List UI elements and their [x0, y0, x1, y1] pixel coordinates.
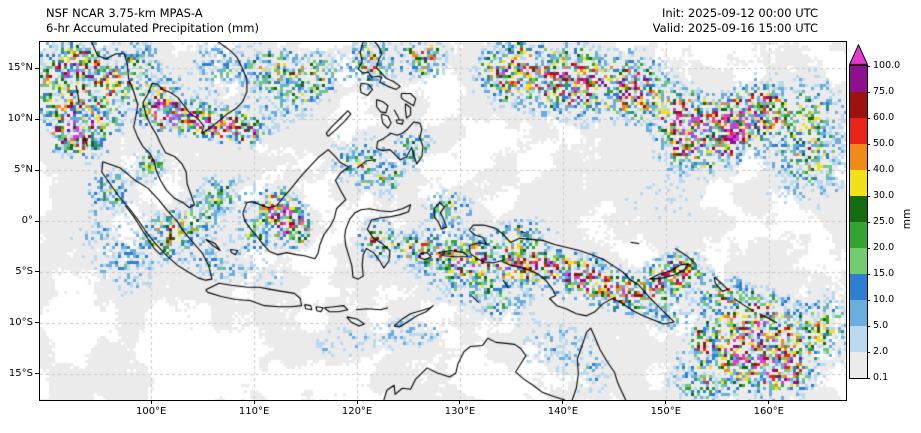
- plot-titles: NSF NCAR 3.75-km MPAS-A 6-hr Accumulated…: [46, 6, 259, 36]
- colorbar-arrow-shape: [849, 44, 868, 65]
- colorbar-tick-mark: [867, 195, 870, 197]
- y-tick-label: 15°S: [8, 367, 33, 379]
- y-tick-mark: [35, 373, 39, 375]
- x-tick-mark: [356, 400, 358, 404]
- valid-time-label: Valid: 2025-09-16 15:00 UTC: [652, 21, 818, 35]
- y-tick-mark: [35, 67, 39, 69]
- colorbar-segment: [850, 196, 867, 222]
- y-tick-label: 5°N: [14, 164, 33, 175]
- x-tick-mark: [253, 400, 255, 404]
- x-tick-label: 130°E: [444, 406, 476, 417]
- init-time-label: Init: 2025-09-12 00:00 UTC: [662, 6, 818, 20]
- y-tick-label: 10°S: [8, 316, 33, 328]
- colorbar-tick-mark: [867, 169, 870, 171]
- colorbar-segment: [850, 300, 867, 326]
- y-tick-label: 5°S: [15, 265, 33, 277]
- colorbar-over-arrow: [849, 44, 868, 65]
- precipitation-map-canvas: [40, 42, 846, 400]
- colorbar-segment: [850, 352, 867, 378]
- colorbar-tick-label: 0.1: [873, 372, 889, 383]
- colorbar-tick-label: 30.0: [873, 190, 895, 201]
- colorbar-tick-label: 25.0: [873, 216, 895, 227]
- y-tick-mark: [35, 220, 39, 222]
- colorbar-tick-mark: [867, 273, 870, 275]
- colorbar-segment: [850, 326, 867, 352]
- colorbar-segment: [850, 144, 867, 170]
- colorbar-tick-label: 5.0: [873, 320, 889, 331]
- colorbar-segment: [850, 170, 867, 196]
- colorbar-tick-mark: [867, 377, 870, 379]
- run-info: Init: 2025-09-12 00:00 UTC Valid: 2025-0…: [653, 6, 818, 36]
- colorbar-tick-mark: [867, 65, 870, 67]
- colorbar-tick-mark: [867, 117, 870, 119]
- model-title: NSF NCAR 3.75-km MPAS-A: [46, 6, 203, 20]
- colorbar-segment: [850, 92, 867, 118]
- y-tick-mark: [35, 118, 39, 120]
- x-tick-mark: [562, 400, 564, 404]
- y-tick-label: 0°: [21, 215, 33, 226]
- colorbar-segment: [850, 248, 867, 274]
- x-tick-mark: [665, 400, 667, 404]
- y-tick-mark: [35, 271, 39, 273]
- colorbar-tick-label: 2.0: [873, 346, 889, 357]
- y-tick-label: 15°N: [7, 62, 33, 73]
- colorbar-tick-mark: [867, 247, 870, 249]
- colorbar-tick-mark: [867, 299, 870, 301]
- x-tick-label: 140°E: [547, 406, 579, 417]
- colorbar-tick-label: 60.0: [873, 112, 895, 123]
- x-tick-mark: [768, 400, 770, 404]
- x-tick-label: 100°E: [135, 406, 167, 417]
- colorbar-tick-label: 20.0: [873, 242, 895, 253]
- colorbar-tick-label: 100.0: [873, 60, 901, 71]
- colorbar-segment: [850, 222, 867, 248]
- colorbar-segment: [850, 118, 867, 144]
- colorbar-units-label: mm: [901, 208, 914, 230]
- colorbar-tick-mark: [867, 221, 870, 223]
- colorbar-tick-mark: [867, 325, 870, 327]
- colorbar-segment: [850, 274, 867, 300]
- y-tick-mark: [35, 169, 39, 171]
- colorbar-tick-mark: [867, 143, 870, 145]
- colorbar-bar: [849, 65, 868, 379]
- y-tick-mark: [35, 322, 39, 324]
- map-frame: [39, 41, 847, 401]
- colorbar-tick-label: 75.0: [873, 86, 895, 97]
- colorbar-tick-label: 10.0: [873, 294, 895, 305]
- colorbar-segment: [850, 66, 867, 92]
- x-tick-mark: [150, 400, 152, 404]
- colorbar-tick-label: 50.0: [873, 138, 895, 149]
- colorbar-tick-label: 40.0: [873, 164, 895, 175]
- x-tick-label: 120°E: [341, 406, 373, 417]
- x-tick-label: 150°E: [650, 406, 682, 417]
- x-tick-mark: [459, 400, 461, 404]
- x-tick-label: 110°E: [238, 406, 270, 417]
- colorbar-tick-mark: [867, 351, 870, 353]
- field-title: 6-hr Accumulated Precipitation (mm): [46, 21, 259, 35]
- colorbar-tick-mark: [867, 91, 870, 93]
- colorbar-tick-label: 15.0: [873, 268, 895, 279]
- x-tick-label: 160°E: [753, 406, 784, 417]
- y-tick-label: 10°N: [7, 113, 33, 124]
